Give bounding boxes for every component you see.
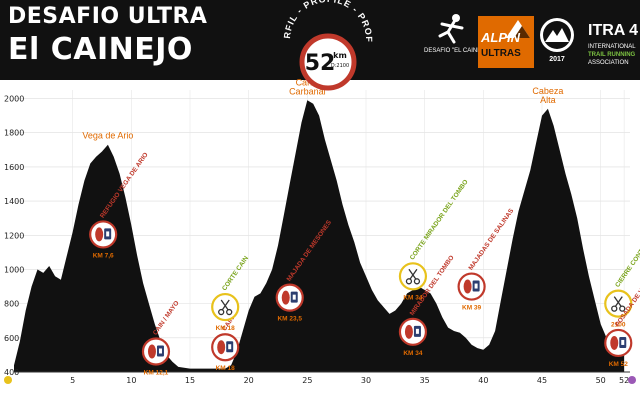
scissors-icon [405, 268, 421, 285]
y-tick-label: 400 [4, 368, 19, 377]
x-tick-label: 30 [361, 376, 371, 385]
ultras-text: ULTRAS [481, 48, 521, 59]
runner-icon [438, 14, 464, 44]
alpin-text: ALPIN [481, 30, 520, 45]
point-name-label: CORTE CAIN [221, 255, 250, 292]
itra-line1: INTERNATIONAL [588, 44, 636, 50]
point-km-label: KM 18 [216, 365, 236, 372]
mountain-icon [506, 20, 530, 38]
point-km-label: KM 52 [609, 361, 629, 368]
point-badge [398, 262, 428, 291]
peak-label-line: Carbanal [289, 86, 326, 96]
aid-station-icon [281, 290, 298, 305]
aid-station-icon [610, 335, 627, 350]
y-tick-label: 1000 [4, 265, 24, 274]
distance-number: 52 [305, 51, 336, 76]
itra-line2: TRAIL RUNNING [588, 52, 636, 58]
peak-label: Vega de Ario [82, 131, 133, 141]
scissors-icon [611, 296, 626, 312]
x-tick-label: 45 [537, 376, 547, 385]
peak-label-line: Vega de Ario [82, 131, 133, 141]
distance-unit: km [333, 51, 347, 60]
peak-label-line: Alta [540, 95, 556, 105]
emblem-icon [540, 18, 574, 52]
peak-label: Canal Carbanal [289, 77, 326, 96]
y-tick-label: 1800 [4, 129, 24, 138]
race-title-line2: El CAINEJO [8, 32, 193, 67]
x-tick-label: 35 [420, 376, 430, 385]
point-name-label: CAIN / MAYO [152, 300, 181, 337]
start-dot [4, 376, 12, 384]
y-tick-label: 1400 [4, 197, 24, 206]
x-tick-label: 40 [478, 376, 488, 385]
finish-dot [628, 376, 636, 384]
peak-labels-layer: Vega de Ario Canal Carbanal Cabeza Alta [82, 77, 563, 140]
y-tick-label: 1200 [4, 231, 24, 240]
aid-station-icon [463, 279, 480, 294]
y-tick-label: 2000 [4, 95, 24, 104]
y-tick-label: 1600 [4, 163, 24, 172]
point-badge [211, 292, 240, 322]
scissors-icon [218, 299, 233, 316]
distance-badge: PERFIL - PROFILE - PROFIL 52 km D:2100 [0, 0, 373, 91]
x-tick-label: 20 [244, 376, 254, 385]
aid-station-icon [147, 344, 164, 359]
elevation-gain: D:2100 [331, 63, 349, 69]
aid-station-icon [217, 340, 234, 355]
x-tick-label: 15 [185, 376, 195, 385]
race-title-line1: DESAFIO ULTRA [8, 4, 208, 29]
y-tick-label: 600 [4, 334, 19, 343]
y-tick-label: 800 [4, 300, 19, 309]
point-km-label: KM 39 [462, 305, 482, 312]
desafio-logo: DESAFIO "EL CAINEJO" [424, 8, 492, 68]
peak-label: Cabeza Alta [532, 86, 563, 105]
x-tick-label: 10 [126, 376, 136, 385]
axes-layer: 400 600 800 1000 1200 1400 1600 1800 2000 5 10 15 20… [4, 95, 636, 385]
header-bar: DESAFIO ULTRA El CAINEJO DESAFIO "EL CAI… [0, 0, 640, 80]
emblem-year: 2017 [549, 56, 565, 63]
x-tick-label: 5 [70, 376, 75, 385]
aid-station-icon [404, 324, 421, 339]
x-tick-label: 50 [596, 376, 606, 385]
itra-logo: ITRA 4 INTERNATIONAL TRAIL RUNNING ASSOC… [588, 14, 638, 74]
race-emblem: 2017 [538, 16, 576, 68]
itra-mark: ITRA 4 [588, 22, 639, 39]
point-km-label: KM 18 [216, 325, 236, 332]
desafio-logo-text: DESAFIO "EL CAINEJO" [424, 48, 492, 54]
badge-ring [299, 33, 357, 91]
point-km-label: KM 34 [403, 294, 423, 301]
peak-label-line: Cabeza [532, 86, 563, 96]
point-km-label: 2100 [611, 322, 626, 329]
peak-label-line: Canal [296, 77, 320, 87]
point-name-label: CORTE MIRADOR DEL TOMBO [409, 179, 470, 262]
x-tick-label: 52 [619, 376, 629, 385]
aid-station-icon [95, 227, 112, 242]
point-km-label: KM 12,1 [144, 369, 169, 376]
itra-line3: ASSOCIATION [588, 60, 629, 66]
point-km-label: KM 23,5 [277, 316, 302, 323]
elevation-profile-area [14, 100, 625, 373]
x-tick-label: 25 [302, 376, 312, 385]
point-km-label: KM 7,6 [93, 252, 114, 259]
point-km-label: KM 34 [403, 350, 423, 357]
point-name-label: CIERRE CONTROL [614, 237, 640, 289]
alpin-ultras-logo: ALPIN ULTRAS [478, 16, 534, 68]
